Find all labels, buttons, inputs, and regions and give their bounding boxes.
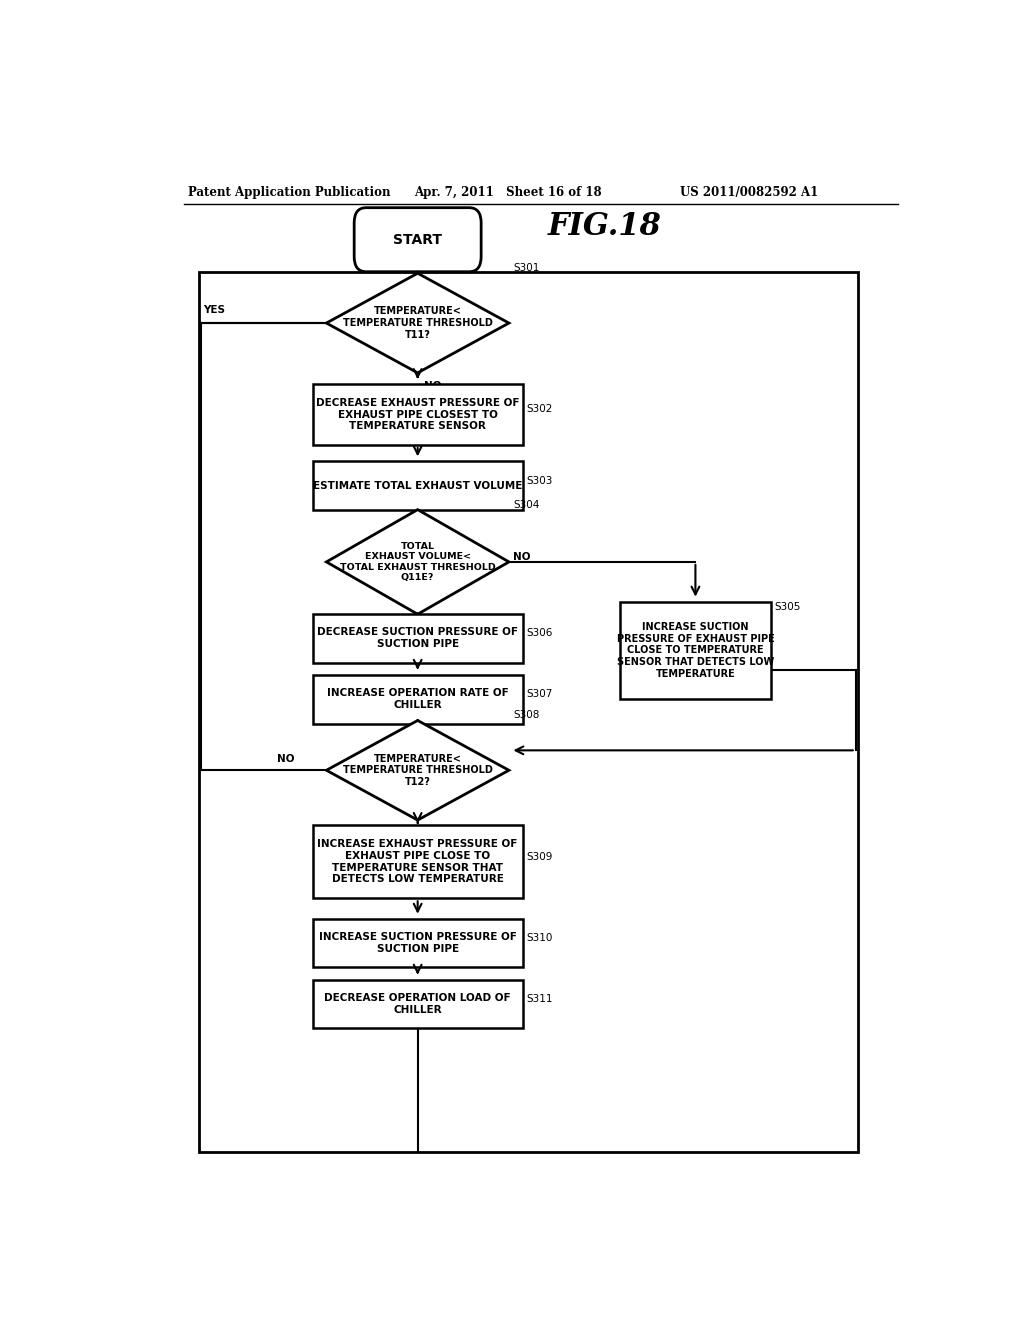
- Text: S302: S302: [526, 404, 553, 414]
- Text: NO: NO: [278, 754, 295, 764]
- Text: TEMPERATURE<
TEMPERATURE THRESHOLD
T11?: TEMPERATURE< TEMPERATURE THRESHOLD T11?: [343, 306, 493, 339]
- Text: S310: S310: [526, 933, 553, 942]
- Text: TEMPERATURE<
TEMPERATURE THRESHOLD
T12?: TEMPERATURE< TEMPERATURE THRESHOLD T12?: [343, 754, 493, 787]
- Polygon shape: [327, 273, 509, 372]
- Bar: [312, 461, 523, 510]
- FancyBboxPatch shape: [354, 207, 481, 272]
- Bar: [312, 384, 523, 445]
- Text: YES: YES: [424, 828, 446, 837]
- Polygon shape: [327, 721, 509, 820]
- Text: INCREASE SUCTION
PRESSURE OF EXHAUST PIPE
CLOSE TO TEMPERATURE
SENSOR THAT DETEC: INCREASE SUCTION PRESSURE OF EXHAUST PIP…: [616, 622, 774, 678]
- Bar: [312, 979, 523, 1028]
- Text: DECREASE EXHAUST PRESSURE OF
EXHAUST PIPE CLOSEST TO
TEMPERATURE SENSOR: DECREASE EXHAUST PRESSURE OF EXHAUST PIP…: [316, 397, 519, 432]
- Text: S305: S305: [775, 602, 801, 611]
- Text: NO: NO: [424, 381, 441, 391]
- Text: DECREASE OPERATION LOAD OF
CHILLER: DECREASE OPERATION LOAD OF CHILLER: [325, 993, 511, 1015]
- Text: S303: S303: [526, 475, 553, 486]
- Bar: [312, 675, 523, 723]
- Text: S311: S311: [526, 994, 553, 1005]
- Text: S309: S309: [526, 851, 553, 862]
- Bar: [312, 825, 523, 899]
- Bar: [312, 919, 523, 968]
- Text: INCREASE SUCTION PRESSURE OF
SUCTION PIPE: INCREASE SUCTION PRESSURE OF SUCTION PIP…: [318, 932, 516, 954]
- Text: S306: S306: [526, 628, 553, 638]
- Bar: [312, 614, 523, 663]
- Text: DECREASE SUCTION PRESSURE OF
SUCTION PIPE: DECREASE SUCTION PRESSURE OF SUCTION PIP…: [317, 627, 518, 649]
- Text: YES: YES: [204, 305, 225, 315]
- Text: Patent Application Publication: Patent Application Publication: [187, 186, 390, 199]
- Text: INCREASE EXHAUST PRESSURE OF
EXHAUST PIPE CLOSE TO
TEMPERATURE SENSOR THAT
DETEC: INCREASE EXHAUST PRESSURE OF EXHAUST PIP…: [317, 840, 518, 884]
- Text: ESTIMATE TOTAL EXHAUST VOLUME: ESTIMATE TOTAL EXHAUST VOLUME: [313, 480, 522, 491]
- Bar: [620, 602, 771, 700]
- Text: INCREASE OPERATION RATE OF
CHILLER: INCREASE OPERATION RATE OF CHILLER: [327, 688, 509, 710]
- Text: START: START: [393, 232, 442, 247]
- Polygon shape: [327, 510, 509, 614]
- Text: YES: YES: [424, 622, 446, 631]
- Text: TOTAL
EXHAUST VOLUME<
TOTAL EXHAUST THRESHOLD
Q11E?: TOTAL EXHAUST VOLUME< TOTAL EXHAUST THRE…: [340, 541, 496, 582]
- Bar: [200, 272, 858, 1152]
- Text: S301: S301: [513, 263, 540, 273]
- Text: S308: S308: [513, 710, 540, 721]
- Text: S304: S304: [513, 499, 540, 510]
- Text: S307: S307: [526, 689, 553, 700]
- Text: FIG.18: FIG.18: [547, 211, 662, 242]
- Text: US 2011/0082592 A1: US 2011/0082592 A1: [680, 186, 818, 199]
- Text: NO: NO: [513, 552, 530, 562]
- Text: Apr. 7, 2011   Sheet 16 of 18: Apr. 7, 2011 Sheet 16 of 18: [414, 186, 601, 199]
